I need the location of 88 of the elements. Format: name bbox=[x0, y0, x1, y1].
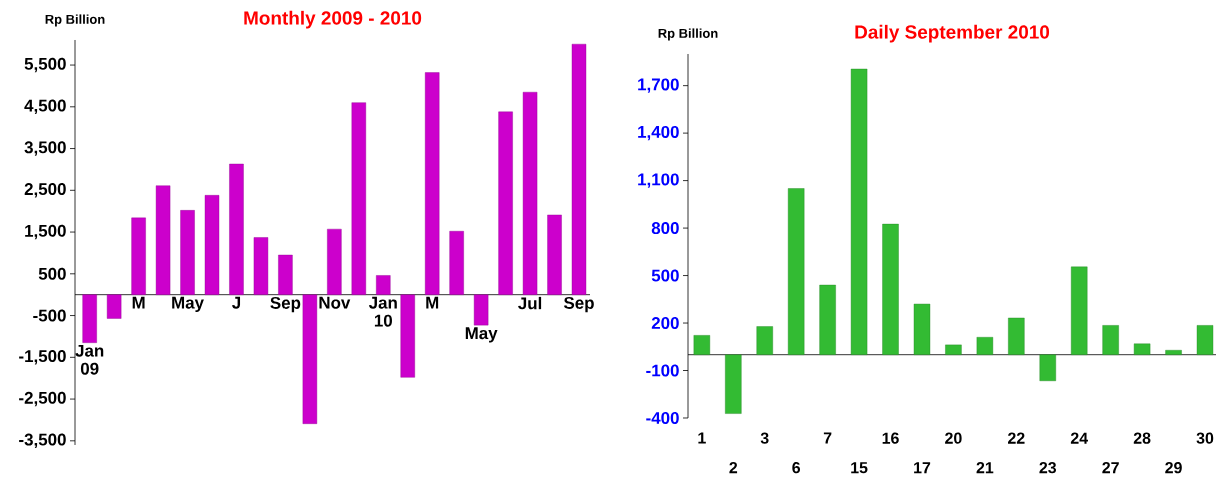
x-tick-label: M bbox=[426, 297, 439, 309]
y-tick-label: 5,500 bbox=[24, 58, 66, 73]
bar bbox=[1039, 354, 1056, 382]
bar bbox=[131, 217, 146, 296]
x-tick-label: 3 bbox=[760, 432, 769, 444]
bar bbox=[547, 214, 562, 296]
x-tick-label: Sep bbox=[270, 297, 301, 313]
x-tick-label: Jan 09 bbox=[75, 345, 104, 375]
bar bbox=[106, 294, 122, 319]
x-tick-label: Nov bbox=[319, 297, 351, 309]
bar bbox=[327, 229, 342, 296]
bar bbox=[400, 294, 415, 378]
y-tick-label: -400 bbox=[646, 412, 679, 425]
y-tick-label: 200 bbox=[651, 317, 679, 330]
x-tick-label: 6 bbox=[792, 462, 801, 474]
y-tick-label: 3,500 bbox=[24, 141, 66, 156]
x-tick-label: 2 bbox=[729, 462, 738, 474]
bar bbox=[1071, 266, 1088, 356]
y-tick-label: 1,700 bbox=[638, 78, 679, 94]
bar bbox=[1133, 343, 1151, 356]
x-tick-label: May bbox=[172, 297, 204, 313]
bar bbox=[1102, 325, 1119, 356]
x-tick-label: Sep bbox=[563, 297, 594, 313]
x-tick-label: M bbox=[132, 297, 145, 309]
bar bbox=[278, 254, 293, 296]
x-tick-label: 27 bbox=[1102, 462, 1119, 474]
x-tick-label: Jan 10 bbox=[368, 297, 397, 327]
bar bbox=[1008, 317, 1025, 356]
bar bbox=[302, 294, 318, 425]
x-tick-label: 23 bbox=[1039, 462, 1057, 474]
bar bbox=[82, 294, 97, 344]
x-tick-label: Jul bbox=[518, 297, 542, 310]
y-tick-label: -3,500 bbox=[19, 433, 66, 449]
y-tick-label: 2,500 bbox=[24, 183, 66, 198]
bar bbox=[693, 335, 711, 356]
bar bbox=[449, 231, 464, 296]
y-tick-label: 500 bbox=[38, 267, 66, 280]
x-tick-label: 7 bbox=[823, 432, 832, 444]
bar bbox=[882, 224, 899, 356]
y-tick-label: 800 bbox=[651, 222, 679, 235]
bar bbox=[787, 188, 805, 356]
chart-title: Monthly 2009 - 2010 bbox=[244, 11, 422, 29]
x-tick-label: 24 bbox=[1070, 432, 1088, 444]
bar bbox=[819, 285, 836, 356]
bar bbox=[155, 185, 171, 296]
bar bbox=[850, 69, 868, 356]
bar bbox=[498, 111, 513, 296]
x-tick-label: 29 bbox=[1165, 462, 1182, 474]
x-tick-label: 17 bbox=[914, 462, 931, 474]
y-tick-label: -1,500 bbox=[19, 350, 66, 365]
bar bbox=[473, 294, 489, 326]
bar bbox=[180, 210, 195, 296]
y-tick-label: 1,400 bbox=[638, 126, 679, 141]
x-tick-label: 22 bbox=[1008, 432, 1025, 444]
x-tick-label: J bbox=[232, 297, 241, 309]
bar bbox=[571, 44, 587, 296]
bar bbox=[976, 337, 994, 356]
y-tick-label: 4,500 bbox=[24, 99, 66, 115]
x-tick-label: 16 bbox=[882, 432, 899, 444]
bar bbox=[376, 275, 391, 296]
x-tick-label: 21 bbox=[976, 462, 994, 474]
x-tick-label: 30 bbox=[1196, 432, 1214, 444]
y-tick-label: 1,100 bbox=[638, 173, 679, 188]
x-tick-label: 1 bbox=[698, 432, 706, 444]
x-tick-label: 20 bbox=[945, 432, 962, 444]
bar bbox=[351, 102, 367, 296]
y-tick-label: -2,500 bbox=[19, 392, 66, 407]
bar bbox=[1165, 350, 1182, 356]
bar bbox=[253, 237, 269, 296]
x-tick-label: 28 bbox=[1133, 432, 1151, 444]
chart-title: Daily September 2010 bbox=[855, 25, 1050, 43]
bar bbox=[945, 344, 962, 356]
y-tick-label: 1,500 bbox=[25, 225, 66, 240]
bar bbox=[913, 304, 931, 356]
y-tick-label: -100 bbox=[646, 364, 679, 377]
y-tick-label: -500 bbox=[33, 309, 66, 322]
y-axis-title: Rp Billion bbox=[658, 28, 718, 41]
bar bbox=[229, 163, 244, 296]
x-tick-label: May bbox=[465, 327, 498, 343]
y-axis-title: Rp Billion bbox=[45, 14, 105, 27]
bar bbox=[522, 92, 538, 296]
bar bbox=[204, 195, 220, 296]
x-tick-label: 15 bbox=[851, 462, 868, 474]
bar bbox=[756, 326, 773, 356]
y-tick-label: 500 bbox=[651, 269, 679, 282]
bar bbox=[1196, 325, 1214, 356]
bar bbox=[425, 72, 440, 296]
bar bbox=[725, 354, 742, 414]
